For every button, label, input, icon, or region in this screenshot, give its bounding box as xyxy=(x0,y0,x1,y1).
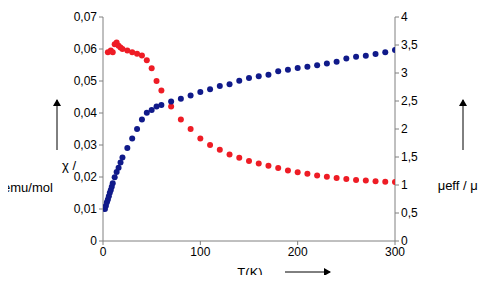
svg-text:0,02: 0,02 xyxy=(74,170,98,184)
svg-text:3: 3 xyxy=(401,66,408,80)
svg-text:2,5: 2,5 xyxy=(401,94,418,108)
svg-text:1,5: 1,5 xyxy=(401,150,418,164)
svg-text:2: 2 xyxy=(401,122,408,136)
svg-text:0,05: 0,05 xyxy=(74,74,98,88)
svg-text:100: 100 xyxy=(190,245,210,259)
svg-text:0,01: 0,01 xyxy=(74,202,98,216)
svg-text:emu/mol: emu/mol xyxy=(8,180,53,195)
svg-text:0,5: 0,5 xyxy=(401,206,418,220)
svg-text:T(K): T(K) xyxy=(237,265,262,275)
svg-text:0,04: 0,04 xyxy=(74,106,98,120)
svg-text:300: 300 xyxy=(385,244,405,259)
svg-text:0,03: 0,03 xyxy=(74,138,98,152)
svg-text:0,06: 0,06 xyxy=(74,42,98,56)
svg-text:0: 0 xyxy=(90,234,97,248)
svg-text:μeff / μB: μeff / μB xyxy=(438,178,478,193)
svg-text:200: 200 xyxy=(288,245,308,259)
svg-text:χ /: χ / xyxy=(62,158,76,173)
svg-text:1: 1 xyxy=(401,178,408,192)
svg-text:0,07: 0,07 xyxy=(74,10,98,24)
svg-text:3,5: 3,5 xyxy=(401,38,418,52)
svg-text:0: 0 xyxy=(100,245,107,259)
svg-text:4: 4 xyxy=(401,10,408,24)
svg-text:0: 0 xyxy=(401,234,408,248)
